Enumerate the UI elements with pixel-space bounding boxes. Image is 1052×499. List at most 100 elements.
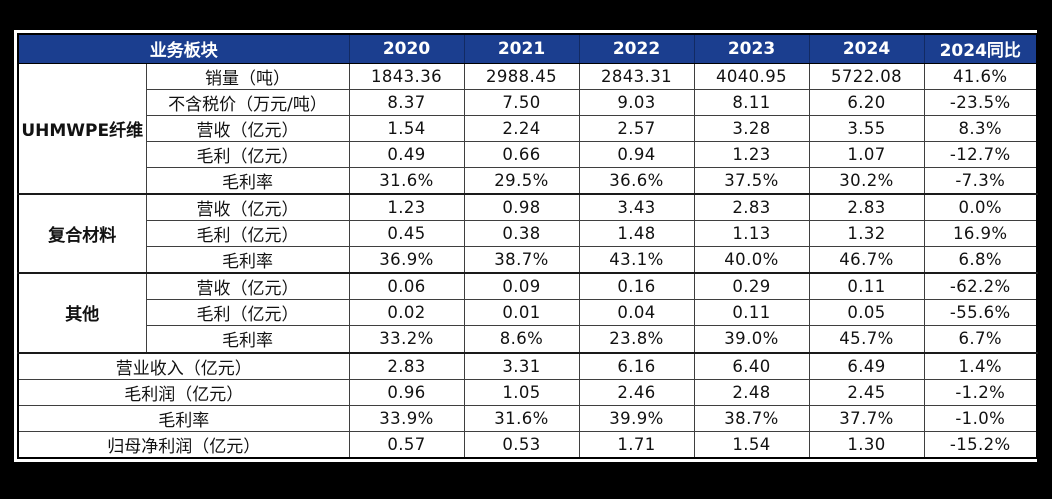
value-cell: 1.05	[463, 378, 580, 406]
value-cell: 0.09	[463, 272, 580, 301]
value-cell: 1.4%	[923, 351, 1038, 380]
header-col-2020: 2020	[348, 33, 465, 64]
value-cell: 1.30	[808, 430, 925, 459]
value-cell: 1.32	[808, 220, 925, 248]
table-row: 毛利率 36.9% 38.7% 43.1% 40.0% 46.7% 6.8%	[18, 246, 1038, 274]
header-segment-label: 业务板块	[17, 33, 350, 64]
value-cell: 6.7%	[923, 325, 1038, 354]
table-row: 营收（亿元） 1.54 2.24 2.57 3.28 3.55 8.3%	[18, 114, 1038, 142]
group-cell-uhmwpe-fiber: UHMWPE纤维	[17, 62, 147, 195]
value-cell: 0.01	[463, 299, 580, 327]
value-cell: 0.38	[463, 220, 580, 248]
value-cell: 0.98	[463, 192, 580, 222]
metric-label: 毛利率	[145, 166, 350, 195]
value-cell: 2.46	[578, 378, 695, 406]
value-cell: 2.83	[808, 192, 925, 222]
value-cell: 0.94	[578, 140, 695, 168]
value-cell: 0.29	[693, 272, 810, 301]
table-row: 毛利（亿元） 0.45 0.38 1.48 1.13 1.32 16.9%	[18, 220, 1038, 248]
metric-label: 销量（吨）	[145, 62, 350, 90]
value-cell: 36.9%	[348, 246, 465, 274]
value-cell: 2.48	[693, 378, 810, 406]
summary-label-gross-margin: 毛利率	[17, 404, 350, 432]
value-cell: 46.7%	[808, 246, 925, 274]
value-cell: -15.2%	[923, 430, 1038, 459]
metric-label: 不含税价（万元/吨）	[145, 88, 350, 116]
value-cell: 40.0%	[693, 246, 810, 274]
value-cell: 0.04	[578, 299, 695, 327]
header-col-2023: 2023	[693, 33, 810, 64]
value-cell: 9.03	[578, 88, 695, 116]
summary-label-net-profit: 归母净利润（亿元）	[17, 430, 350, 459]
table-row: 不含税价（万元/吨） 8.37 7.50 9.03 8.11 6.20 -23.…	[18, 88, 1038, 116]
value-cell: 0.57	[348, 430, 465, 459]
group-cell-composite-materials: 复合材料	[17, 192, 147, 274]
table-row: 其他 营收（亿元） 0.06 0.09 0.16 0.29 0.11 -62.2…	[17, 272, 1038, 354]
table-row: 毛利（亿元） 0.49 0.66 0.94 1.23 1.07 -12.7%	[18, 140, 1038, 168]
header-col-2024-yoy: 2024同比	[923, 33, 1038, 64]
value-cell: 23.8%	[578, 325, 695, 354]
value-cell: 8.37	[348, 88, 465, 116]
value-cell: 6.16	[578, 351, 695, 380]
value-cell: 2988.45	[463, 62, 580, 90]
value-cell: 0.53	[463, 430, 580, 459]
table-row: UHMWPE纤维 销量（吨） 1843.36 2988.45 2843.31 4…	[17, 62, 1038, 195]
value-cell: 36.6%	[578, 166, 695, 195]
value-cell: 31.6%	[348, 166, 465, 195]
value-cell: 0.06	[348, 272, 465, 301]
value-cell: 1.54	[348, 114, 465, 142]
value-cell: 39.0%	[693, 325, 810, 354]
value-cell: -1.2%	[923, 378, 1038, 406]
value-cell: 7.50	[463, 88, 580, 116]
metric-label: 毛利率	[145, 246, 350, 274]
value-cell: 0.0%	[923, 192, 1038, 222]
table-row: 营业收入（亿元） 2.83 3.31 6.16 6.40 6.49 1.4%	[17, 351, 1038, 380]
value-cell: 2843.31	[578, 62, 695, 90]
value-cell: 5722.08	[808, 62, 925, 90]
value-cell: -62.2%	[923, 272, 1038, 301]
value-cell: -23.5%	[923, 88, 1038, 116]
metric-label: 营收（亿元）	[145, 272, 350, 301]
value-cell: 8.6%	[463, 325, 580, 354]
value-cell: 2.45	[808, 378, 925, 406]
value-cell: 16.9%	[923, 220, 1038, 248]
table-header-row: 业务板块 2020 2021 2022 2023 2024 2024同比	[17, 33, 1038, 64]
value-cell: -1.0%	[923, 404, 1038, 432]
header-col-2022: 2022	[578, 33, 695, 64]
value-cell: 6.49	[808, 351, 925, 380]
value-cell: 38.7%	[463, 246, 580, 274]
value-cell: -12.7%	[923, 140, 1038, 168]
value-cell: 33.2%	[348, 325, 465, 354]
value-cell: 2.57	[578, 114, 695, 142]
value-cell: 2.24	[463, 114, 580, 142]
value-cell: 0.49	[348, 140, 465, 168]
value-cell: 3.28	[693, 114, 810, 142]
value-cell: 39.9%	[578, 404, 695, 432]
value-cell: 2.83	[348, 351, 465, 380]
value-cell: 0.96	[348, 378, 465, 406]
group-cell-other: 其他	[17, 272, 147, 354]
value-cell: 0.11	[693, 299, 810, 327]
value-cell: 31.6%	[463, 404, 580, 432]
value-cell: 30.2%	[808, 166, 925, 195]
table-row: 毛利（亿元） 0.02 0.01 0.04 0.11 0.05 -55.6%	[18, 299, 1038, 327]
value-cell: 1.07	[808, 140, 925, 168]
header-col-2021: 2021	[463, 33, 580, 64]
value-cell: 0.45	[348, 220, 465, 248]
header-col-2024: 2024	[808, 33, 925, 64]
table-row: 毛利率 31.6% 29.5% 36.6% 37.5% 30.2% -7.3%	[18, 166, 1038, 195]
value-cell: 0.11	[808, 272, 925, 301]
value-cell: 37.5%	[693, 166, 810, 195]
value-cell: -55.6%	[923, 299, 1038, 327]
summary-label-gross-profit: 毛利润（亿元）	[17, 378, 350, 406]
metric-label: 营收（亿元）	[145, 192, 350, 222]
metric-label: 营收（亿元）	[145, 114, 350, 142]
value-cell: 6.20	[808, 88, 925, 116]
value-cell: 8.3%	[923, 114, 1038, 142]
table-row: 复合材料 营收（亿元） 1.23 0.98 3.43 2.83 2.83 0.0…	[17, 192, 1038, 274]
value-cell: 0.05	[808, 299, 925, 327]
table-row: 毛利率 33.2% 8.6% 23.8% 39.0% 45.7% 6.7%	[18, 325, 1038, 354]
value-cell: 1.71	[578, 430, 695, 459]
value-cell: 4040.95	[693, 62, 810, 90]
